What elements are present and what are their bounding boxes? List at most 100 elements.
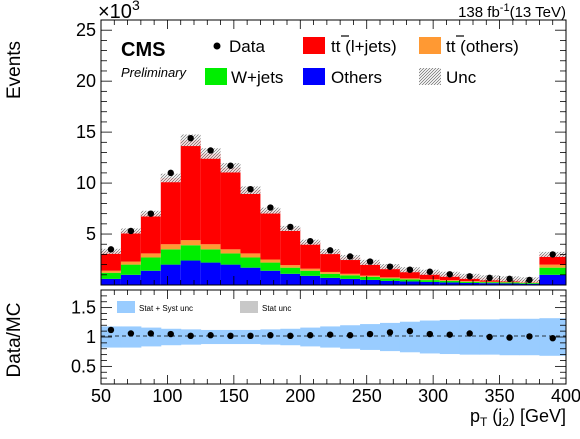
bar-tt-others--bin-19 xyxy=(479,281,500,283)
ratio-point-bin-17 xyxy=(446,331,453,338)
bar-tt-l-jets--bin-0 xyxy=(101,251,121,271)
bar-others-bin-10 xyxy=(300,275,321,285)
ratio-point-bin-6 xyxy=(227,332,234,340)
bar-w-jets-bin-12 xyxy=(340,275,361,279)
data-point-bin-13 xyxy=(366,258,374,265)
bar-tt-others--bin-15 xyxy=(399,278,420,280)
data-point-bin-4 xyxy=(187,135,194,142)
bar-tt-l-jets--bin-22 xyxy=(539,254,566,265)
ratio-point-bin-22 xyxy=(549,334,556,342)
bar-w-jets-bin-3 xyxy=(160,249,181,265)
bar-w-jets-bin-15 xyxy=(399,279,420,282)
bar-w-jets-bin-10 xyxy=(300,270,321,276)
ratio-point-bin-19 xyxy=(486,333,493,341)
data-point-bin-17 xyxy=(446,271,453,278)
bar-others-bin-14 xyxy=(380,280,400,285)
bar-others-bin-17 xyxy=(439,282,460,285)
ratio-band-bin-14 xyxy=(380,322,401,352)
ratio-point-bin-15 xyxy=(406,327,414,335)
bar-tt-l-jets--bin-3 xyxy=(160,177,181,245)
bar-others-bin-7 xyxy=(240,267,261,285)
bar-tt-others--bin-14 xyxy=(380,277,400,279)
ratio-point-bin-21 xyxy=(526,333,533,340)
ratio-point-bin-4 xyxy=(187,332,194,340)
y-tick-label: 25 xyxy=(76,20,96,40)
bar-tt-others--bin-11 xyxy=(320,271,341,274)
ratio-legend-stat-swatch xyxy=(240,301,258,313)
bar-tt-others--bin-8 xyxy=(260,259,281,263)
bar-tt-others--bin-7 xyxy=(240,253,261,258)
ratio-point-bin-13 xyxy=(366,330,374,338)
x-tick-label: 400 xyxy=(551,386,580,406)
bar-w-jets-bin-6 xyxy=(220,253,241,265)
y-tick-label: 15 xyxy=(76,122,96,142)
legend: Data tt (l+jets) tt (others) W+jets Othe… xyxy=(205,35,519,87)
bar-w-jets-bin-4 xyxy=(180,245,201,261)
bar-tt-l-jets--bin-13 xyxy=(360,262,380,276)
data-point-bin-9 xyxy=(287,223,294,231)
data-point-bin-21 xyxy=(526,276,533,284)
y-tick-label: 5 xyxy=(86,224,96,244)
data-point-bin-0 xyxy=(107,246,115,253)
data-points xyxy=(107,135,556,284)
data-point-bin-18 xyxy=(466,273,473,280)
bar-others-bin-11 xyxy=(320,277,341,285)
bar-w-jets-bin-8 xyxy=(260,262,281,271)
bar-w-jets-bin-13 xyxy=(360,276,380,280)
ratio-band-bin-1 xyxy=(120,326,142,348)
bar-tt-l-jets--bin-16 xyxy=(419,272,440,280)
bar-tt-others--bin-0 xyxy=(101,270,121,273)
bar-tt-l-jets--bin-11 xyxy=(320,251,341,272)
data-point-bin-16 xyxy=(426,268,434,275)
ratio-legend: Stat + Syst unc Stat unc xyxy=(117,301,291,313)
data-point-bin-19 xyxy=(486,274,493,282)
bar-tt-others--bin-16 xyxy=(419,279,440,281)
ratio-legend-stat-label: Stat unc xyxy=(262,304,291,313)
bar-others-bin-22 xyxy=(539,274,566,285)
ratio-band-bin-2 xyxy=(140,327,162,347)
ratio-point-bin-3 xyxy=(167,330,174,338)
bar-others-bin-6 xyxy=(220,264,241,285)
bar-w-jets-bin-16 xyxy=(419,280,440,282)
data-point-bin-2 xyxy=(147,210,155,217)
bar-tt-others--bin-18 xyxy=(459,281,480,282)
bar-tt-l-jets--bin-5 xyxy=(200,153,221,245)
bar-tt-others--bin-22 xyxy=(539,264,566,268)
ratio-point-bin-9 xyxy=(287,332,294,340)
bar-w-jets-bin-1 xyxy=(120,264,141,275)
x-tick-label: 200 xyxy=(285,386,315,406)
bar-others-bin-19 xyxy=(479,283,500,285)
bar-tt-l-jets--bin-9 xyxy=(280,228,301,266)
data-point-bin-8 xyxy=(267,204,274,211)
legend-ttbar-ljets-label: tt (l+jets) xyxy=(331,37,397,56)
bar-others-bin-21 xyxy=(519,283,540,285)
data-point-bin-20 xyxy=(506,275,513,283)
ratio-points xyxy=(107,326,556,342)
bar-tt-others--bin-13 xyxy=(360,275,380,277)
ratio-band-bin-15 xyxy=(399,321,421,353)
bar-w-jets-bin-7 xyxy=(240,257,261,268)
bar-tt-others--bin-9 xyxy=(280,265,301,268)
ratio-point-bin-8 xyxy=(267,332,274,339)
bar-tt-l-jets--bin-10 xyxy=(300,242,321,269)
bar-tt-others--bin-6 xyxy=(220,249,241,254)
x-tick-label: 350 xyxy=(485,386,515,406)
ratio-point-bin-10 xyxy=(307,332,314,339)
bar-others-bin-8 xyxy=(260,270,281,285)
bar-w-jets-bin-18 xyxy=(459,281,480,283)
bar-tt-l-jets--bin-7 xyxy=(240,190,261,254)
data-point-bin-22 xyxy=(549,251,556,258)
ratio-point-bin-20 xyxy=(506,334,513,341)
x-tick-label: 300 xyxy=(418,386,448,406)
ratio-point-bin-18 xyxy=(466,330,473,337)
bar-others-bin-4 xyxy=(180,260,201,285)
y-axis-label: Events xyxy=(4,41,25,99)
bar-others-bin-15 xyxy=(399,281,420,285)
data-point-bin-7 xyxy=(247,185,254,193)
bar-w-jets-bin-5 xyxy=(200,249,221,263)
x-tick-label: 250 xyxy=(352,386,382,406)
ratio-y-tick-label: 1.5 xyxy=(71,298,96,318)
bar-tt-others--bin-12 xyxy=(340,273,361,276)
data-point-bin-15 xyxy=(406,266,414,273)
